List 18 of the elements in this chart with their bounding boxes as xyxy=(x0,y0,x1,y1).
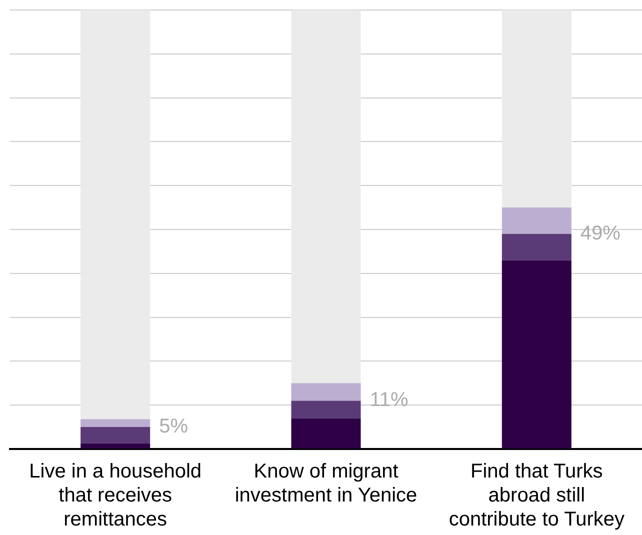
bar xyxy=(80,443,150,448)
bar xyxy=(291,10,361,384)
bar xyxy=(80,419,150,428)
bar xyxy=(80,10,150,420)
bar xyxy=(291,418,361,448)
bar xyxy=(291,383,361,401)
bar xyxy=(502,10,572,208)
x-tick-label: Find that Turks abroad still contribute to Turkey xyxy=(448,460,624,531)
bar xyxy=(502,234,572,260)
annotation: 11% xyxy=(370,389,409,412)
bar xyxy=(291,400,361,418)
bar xyxy=(80,427,150,444)
annotation: 49% xyxy=(580,222,621,244)
bar xyxy=(502,260,572,448)
x-tick-label: Live in a household that receives remittances xyxy=(29,460,202,531)
x-tick-label: Know of migrant investment in Yenice xyxy=(234,460,418,507)
annotation: 5% xyxy=(159,416,188,438)
bar xyxy=(502,208,572,234)
